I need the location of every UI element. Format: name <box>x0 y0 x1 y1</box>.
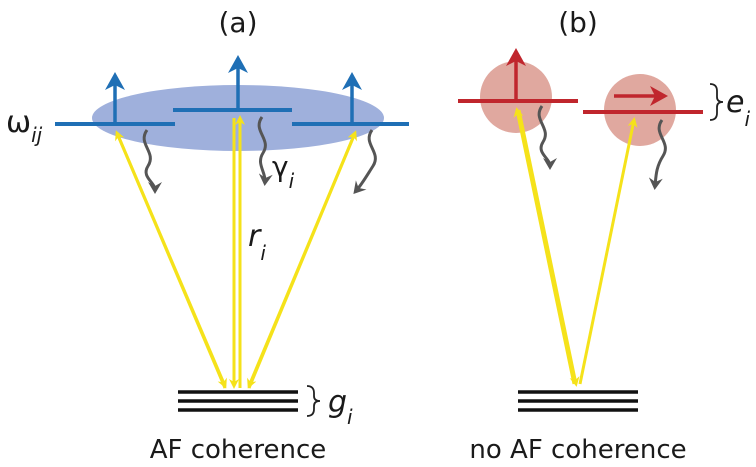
g-label: gi <box>328 385 353 429</box>
gamma-label: γi <box>272 150 295 193</box>
right-brace-icon <box>709 83 724 121</box>
wavy-arrow-icon <box>537 105 557 170</box>
right-brace-icon <box>306 385 321 417</box>
r-label: ri <box>248 219 266 265</box>
e-label: ei <box>726 85 750 131</box>
wavy-arrow-icon <box>257 116 273 186</box>
panel-b-label: (b) <box>558 6 598 39</box>
transition-arrow-right-down <box>247 132 357 389</box>
transition-arrow-right-up <box>578 117 638 385</box>
wavy-arrow-icon <box>353 129 377 195</box>
panel-b-caption: no AF coherence <box>469 435 686 465</box>
wavy-arrow-icon <box>648 119 667 190</box>
panel-b: (b) ei no AF coherence <box>458 6 750 465</box>
panel-a-caption: AF coherence <box>150 435 327 465</box>
transition-arrow-left-up <box>513 107 576 385</box>
transition-arrow-left-down <box>517 109 580 387</box>
panel-a-label: (a) <box>218 6 257 39</box>
panel-a: (a) ωij γi ri gi AF coherence <box>6 6 409 465</box>
transition-arrow-left-down <box>115 132 227 389</box>
wavy-arrow-icon <box>142 129 162 194</box>
omega-label: ωij <box>6 105 43 147</box>
